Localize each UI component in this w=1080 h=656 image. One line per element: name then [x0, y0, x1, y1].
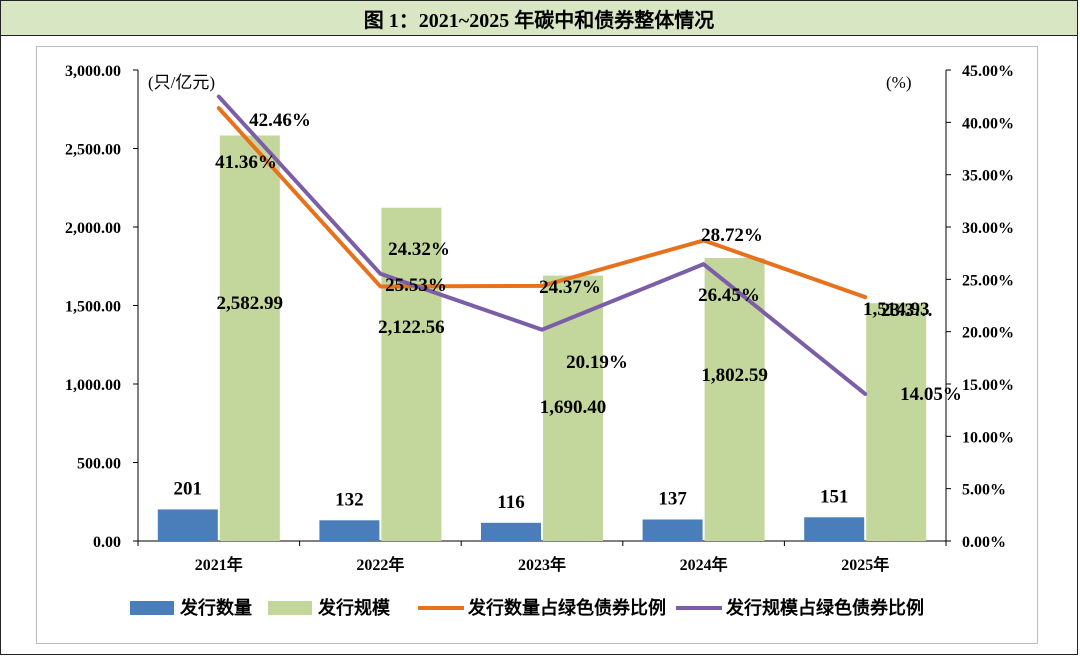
right-tick-label: 45.00% [962, 63, 1014, 80]
legend-scale-ratio-label: 发行规模占绿色债券比例 [725, 597, 924, 618]
right-tick-label: 5.00% [962, 482, 1006, 499]
count-ratio-label: 24.37% [539, 277, 601, 298]
right-tick-label: 10.00% [962, 429, 1014, 446]
count-ratio-line [216, 106, 868, 300]
count-ratio-label: 24.32% [388, 239, 450, 260]
left-tick-label: 3,000.00 [65, 63, 121, 80]
issue-count-label: 132 [335, 489, 364, 510]
legend-count-ratio-label: 发行数量占绿色债券比例 [467, 597, 666, 618]
issue-count-bar [481, 522, 541, 541]
left-tick-label: 500.00 [77, 456, 121, 473]
right-tick-label: 40.00% [962, 115, 1014, 132]
issue-scale-label: 2,122.56 [378, 317, 445, 338]
right-tick-label: 35.00% [962, 168, 1014, 185]
issue-count-label: 201 [174, 478, 203, 499]
legend-issue-count-swatch [130, 601, 174, 615]
issue-count-bar [319, 520, 380, 541]
left-unit-label: (只/亿元) [148, 73, 215, 92]
left-tick-label: 2,000.00 [65, 220, 121, 237]
left-tick-label: 1,000.00 [65, 377, 121, 394]
right-tick-label: 20.00% [962, 325, 1014, 342]
chart-area-border [36, 46, 1038, 644]
scale-ratio-label: 25.53% [385, 275, 447, 296]
issue-scale-bar [543, 275, 603, 541]
x-tick-label: 2023年 [518, 555, 566, 574]
legend-issue-scale-swatch [268, 601, 312, 615]
scale-ratio-line [216, 94, 868, 396]
issue-scale-label: 2,582.99 [217, 293, 284, 314]
right-tick-label: 25.00% [962, 272, 1014, 289]
issue-count-label: 151 [820, 486, 849, 507]
x-tick-label: 2021年 [195, 555, 243, 574]
chart-title: 图 1：2021~2025 年碳中和债券整体情况 [363, 9, 715, 32]
figure-frame [0, 35, 1078, 655]
issue-scale-label: 1,690.40 [540, 397, 607, 418]
right-tick-label: 30.00% [962, 220, 1014, 237]
left-tick-label: 1,500.00 [65, 299, 121, 316]
left-tick-label: 2,500.00 [65, 142, 121, 159]
right-unit-label: (%) [886, 73, 911, 92]
scale-ratio-label: 42.46% [249, 110, 311, 131]
scale-ratio-label: 14.05% [900, 384, 962, 405]
issue-count-label: 116 [497, 492, 524, 513]
x-tick-label: 2025年 [841, 555, 889, 574]
right-tick-label: 15.00% [962, 377, 1014, 394]
legend-issue-count-label: 发行数量 [179, 597, 252, 618]
issue-scale-bar [381, 207, 442, 541]
scale-ratio-label: 20.19% [566, 352, 628, 373]
issue-count-label: 137 [658, 488, 687, 509]
right-tick-label: 0.00% [962, 534, 1006, 551]
issue-count-bar [642, 519, 703, 541]
x-tick-label: 2024年 [680, 555, 728, 574]
x-tick-label: 2022年 [356, 555, 404, 574]
legend-issue-scale-label: 发行规模 [317, 597, 391, 618]
issue-scale-label: 1,802.59 [701, 365, 768, 386]
left-tick-label: 0.00 [93, 534, 121, 551]
count-ratio-label: 41.36% [215, 152, 277, 173]
issue-scale-bar [866, 303, 927, 541]
issue-count-bar [804, 517, 865, 541]
chart-title-bar: 图 1：2021~2025 年碳中和债券整体情况 [0, 0, 1078, 36]
scale-ratio-label: 26.45% [698, 285, 760, 306]
issue-count-bar [157, 509, 218, 541]
count-ratio-label: 23.3… [881, 300, 933, 321]
count-ratio-label: 28.72% [701, 225, 763, 246]
issue-scale-label: 1,514.93 [863, 299, 930, 320]
issue-scale-bar [219, 135, 280, 541]
